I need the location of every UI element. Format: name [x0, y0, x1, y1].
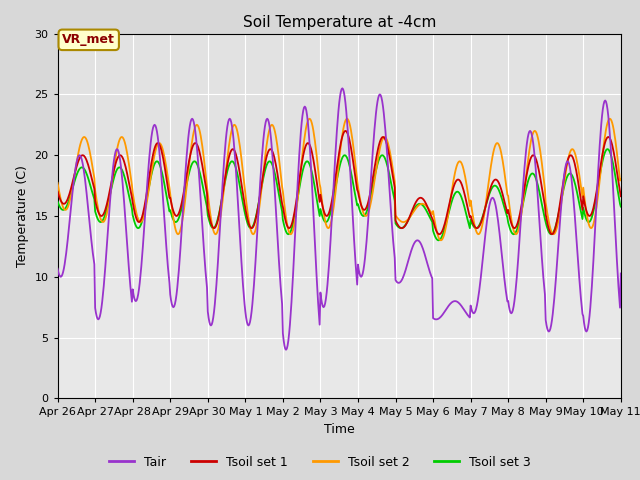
Text: VR_met: VR_met	[62, 33, 115, 47]
Title: Soil Temperature at -4cm: Soil Temperature at -4cm	[243, 15, 436, 30]
Bar	[58, 155, 621, 277]
Y-axis label: Temperature (C): Temperature (C)	[16, 165, 29, 267]
Legend: Tair, Tsoil set 1, Tsoil set 2, Tsoil set 3: Tair, Tsoil set 1, Tsoil set 2, Tsoil se…	[104, 451, 536, 474]
X-axis label: Time: Time	[324, 423, 355, 436]
Bar	[58, 34, 621, 155]
